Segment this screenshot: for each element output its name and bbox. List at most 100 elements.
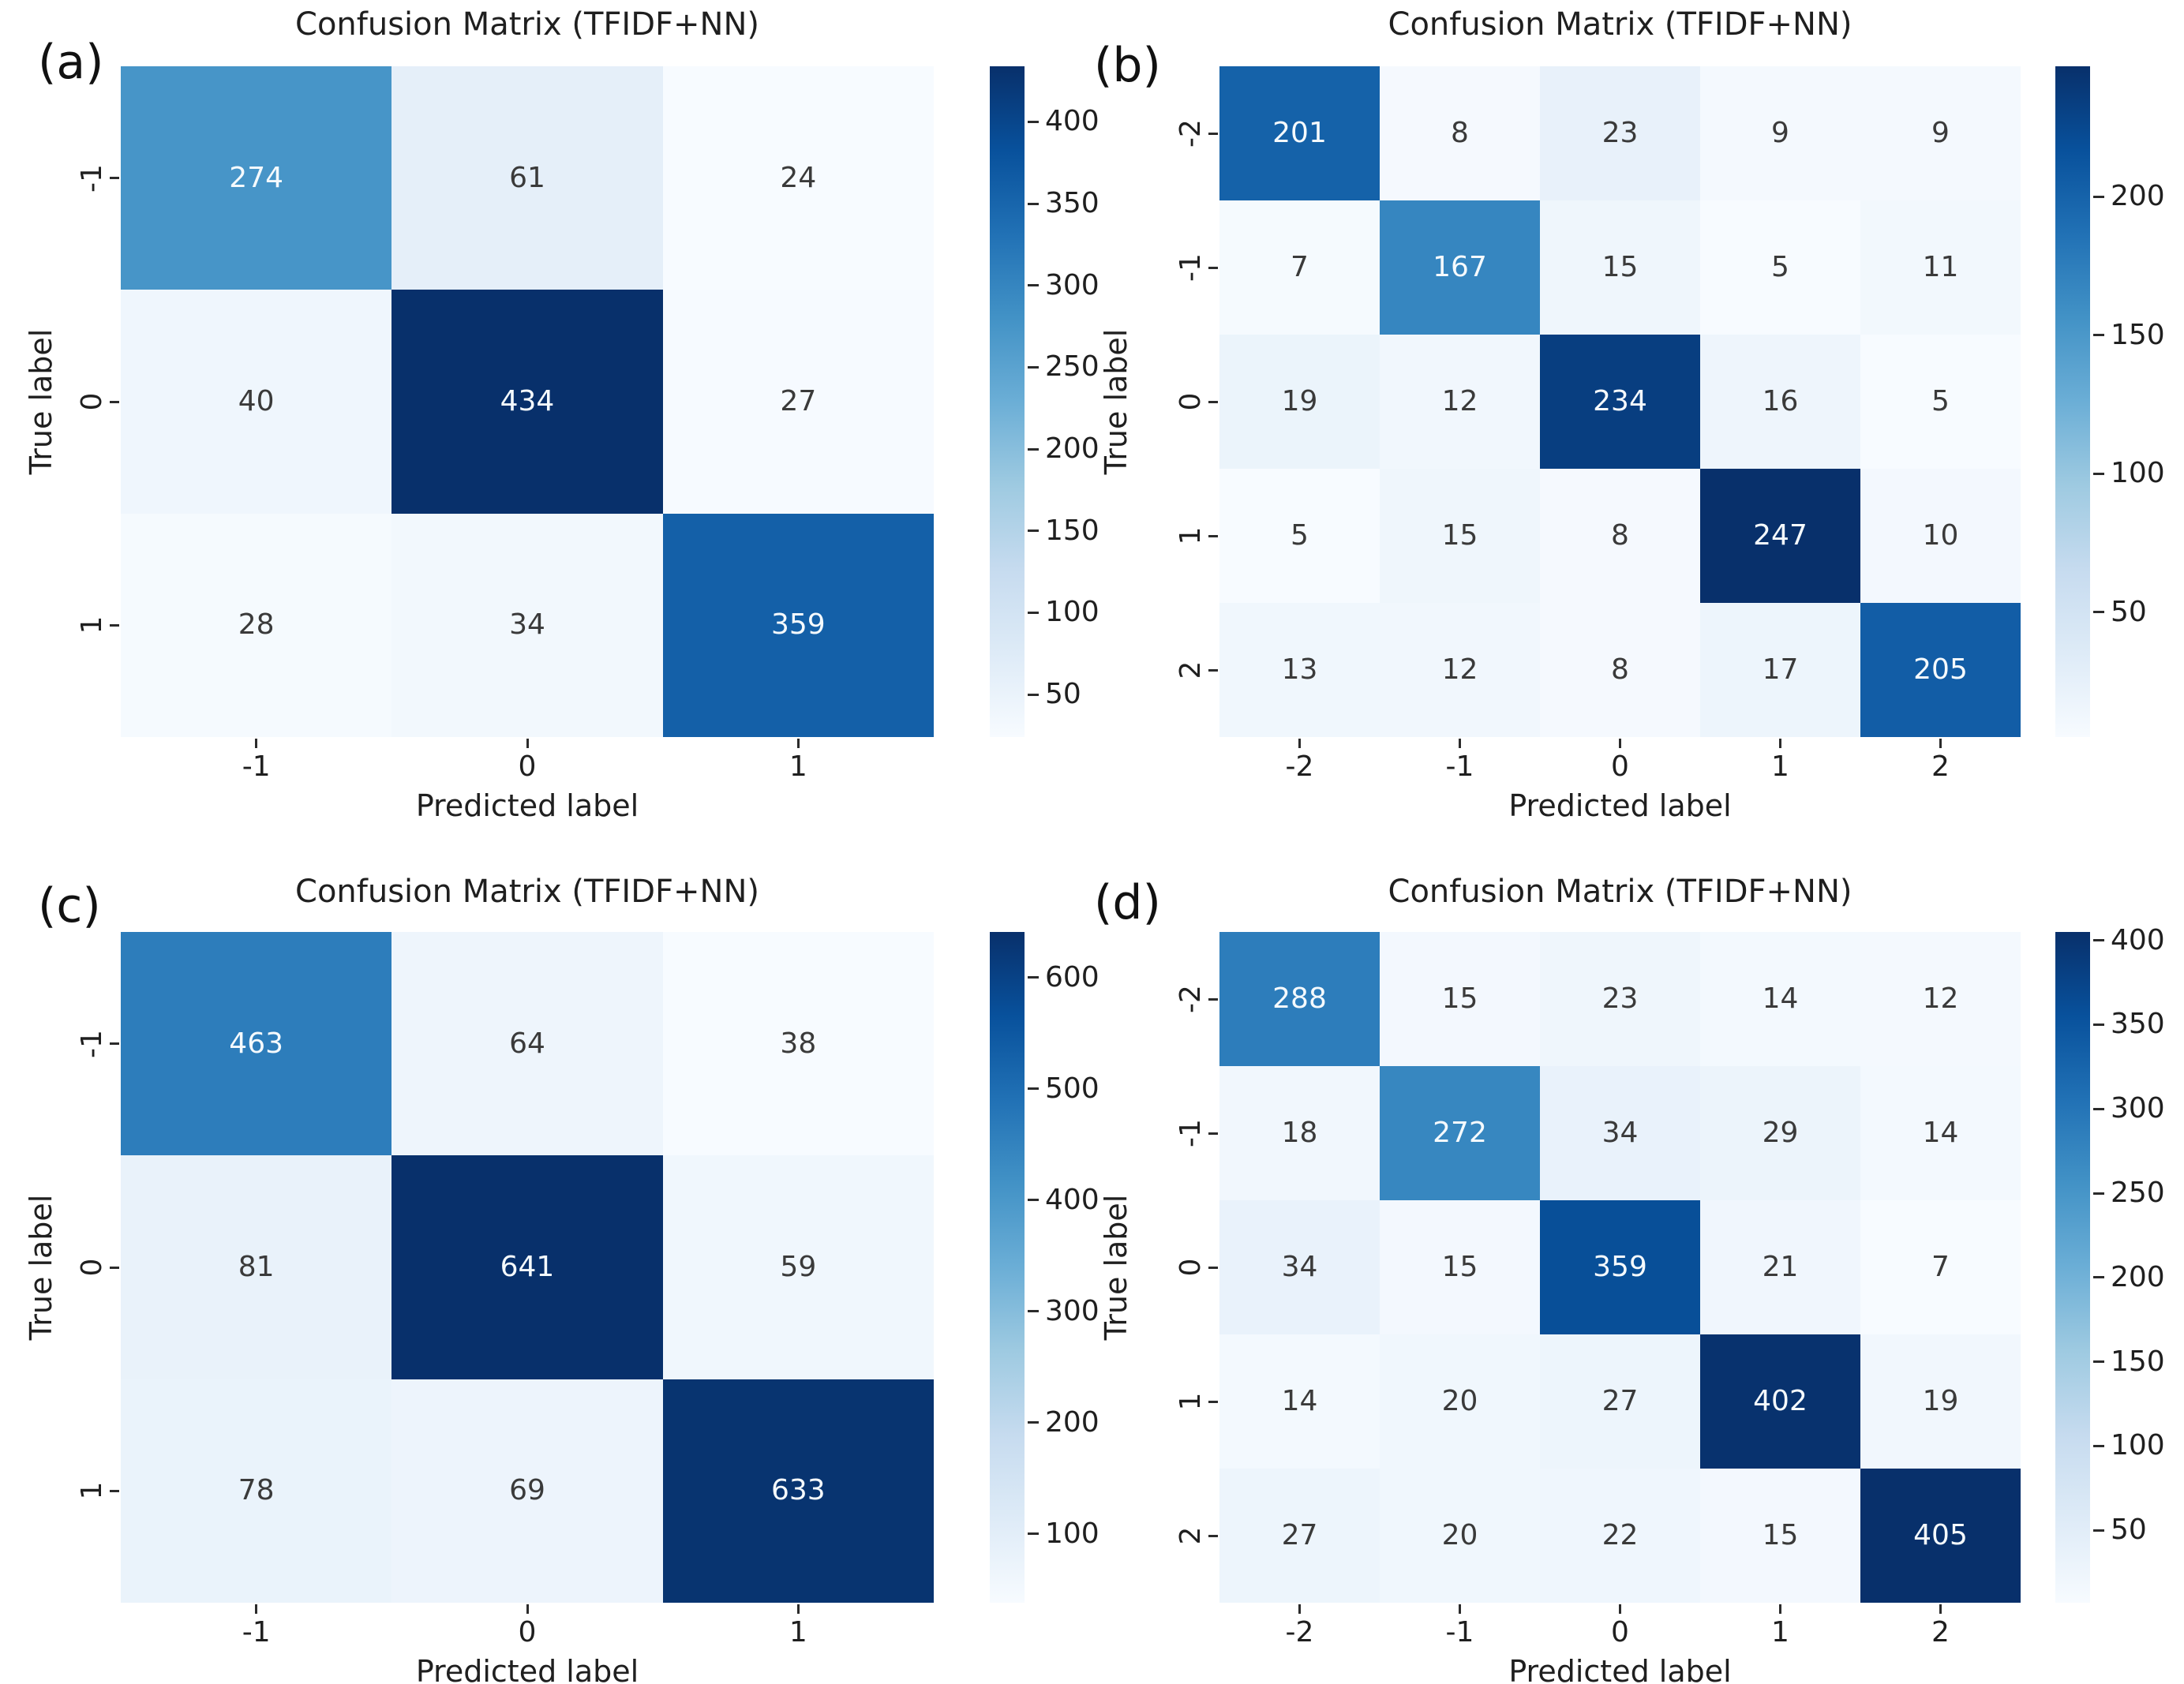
heatmap-cell: 9	[1700, 66, 1860, 200]
cell-value: 13	[1281, 653, 1318, 686]
heatmap-cell: 7	[1219, 200, 1380, 335]
heatmap-cell: 5	[1219, 469, 1380, 603]
x-axis-label: Predicted label	[1508, 788, 1732, 823]
cell-value: 17	[1762, 653, 1799, 686]
x-tick-mark	[796, 739, 800, 748]
cell-value: 19	[1281, 385, 1318, 417]
colorbar-tick-label: 400	[1045, 105, 1099, 138]
heatmap-cell: 8	[1380, 66, 1540, 200]
cell-value: 78	[238, 1474, 275, 1507]
colorbar-tick-label: 50	[1045, 678, 1081, 711]
y-tick-label: -2	[1174, 119, 1207, 148]
y-tick-label: 0	[1174, 392, 1207, 411]
colorbar-tick-mark	[1028, 202, 1039, 205]
heatmap-cell: 14	[1219, 1334, 1380, 1469]
heatmap-cell: 14	[1860, 1066, 2021, 1200]
y-tick-label: 1	[76, 1481, 108, 1500]
cell-value: 8	[1611, 519, 1629, 552]
cell-value: 5	[1931, 385, 1950, 417]
heatmap-cell: 434	[391, 290, 663, 514]
x-tick-label: 0	[1611, 750, 1629, 783]
colorbar-tick-label: 100	[1045, 1517, 1099, 1550]
heatmap-cell: 24	[662, 66, 934, 290]
heatmap-cell: 167	[1380, 200, 1540, 335]
heatmap-cell: 8	[1540, 469, 1700, 603]
x-tick-label: 0	[518, 750, 537, 783]
heatmap-grid: 288 15 23 14 12 18 272 34 29 14 34 15 359 21 7 14 20 27 40…	[1219, 932, 2021, 1603]
cell-value: 24	[780, 161, 817, 194]
heatmap-cell: 34	[1540, 1066, 1700, 1200]
x-tick-mark	[1459, 1604, 1461, 1614]
y-tick-mark	[110, 1042, 119, 1046]
y-axis-label: True label	[1099, 1194, 1133, 1341]
cell-value: 434	[500, 384, 555, 417]
colorbar-tick-mark	[2093, 1107, 2104, 1110]
cell-value: 359	[770, 608, 826, 642]
heatmap-cell: 14	[1700, 932, 1860, 1066]
x-tick-mark	[1619, 1604, 1621, 1614]
heatmap-cell: 8	[1540, 603, 1700, 737]
panel-letter-label: (b)	[1094, 38, 1161, 93]
x-tick-mark	[1459, 739, 1461, 748]
heatmap-cell: 633	[662, 1379, 934, 1603]
y-tick-mark	[1208, 1132, 1218, 1135]
heatmap-cell: 27	[1540, 1334, 1700, 1469]
cell-value: 23	[1601, 117, 1639, 149]
cell-value: 5	[1771, 251, 1789, 283]
y-tick-label: 2	[1174, 1526, 1207, 1545]
heatmap-cell: 15	[1380, 932, 1540, 1066]
cell-value: 61	[509, 161, 545, 194]
x-tick-mark	[1939, 1604, 1942, 1614]
heatmap-cell: 21	[1700, 1200, 1860, 1334]
y-tick-mark	[1208, 534, 1218, 537]
y-tick-mark	[110, 1489, 119, 1492]
heatmap-cell: 69	[391, 1379, 663, 1603]
heatmap-cell: 28	[121, 513, 392, 737]
x-tick-label: 2	[1931, 750, 1950, 783]
heatmap-cell: 20	[1380, 1334, 1540, 1469]
colorbar	[2055, 932, 2090, 1603]
y-tick-label: -2	[1174, 985, 1207, 1013]
cell-value: 28	[238, 608, 275, 642]
y-tick-label: 0	[1174, 1258, 1207, 1277]
cell-value: 167	[1433, 251, 1487, 283]
colorbar-tick-mark	[1028, 611, 1039, 614]
heatmap-cell: 405	[1860, 1469, 2021, 1603]
colorbar-tick-mark	[1028, 976, 1039, 979]
cell-value: 23	[1601, 982, 1639, 1015]
colorbar-tick-mark	[2093, 1023, 2104, 1026]
cell-value: 38	[780, 1027, 817, 1060]
colorbar	[990, 932, 1025, 1603]
colorbar-tick-mark	[1028, 530, 1039, 533]
colorbar-tick-label: 300	[2111, 1092, 2165, 1125]
colorbar-tick-mark	[1028, 1310, 1039, 1313]
heatmap-cell: 19	[1860, 1334, 2021, 1469]
colorbar-tick-label: 50	[2111, 595, 2147, 628]
x-tick-mark	[796, 1604, 800, 1614]
y-tick-mark	[110, 1266, 119, 1269]
colorbar-tick-mark	[1028, 1087, 1039, 1091]
colorbar-tick-label: 200	[1045, 1405, 1099, 1439]
cell-value: 40	[238, 384, 275, 417]
y-tick-mark	[1208, 400, 1218, 403]
x-tick-mark	[1619, 739, 1621, 748]
cell-value: 27	[780, 384, 817, 417]
cell-value: 81	[238, 1250, 275, 1283]
cell-value: 5	[1291, 519, 1309, 552]
heatmap-cell: 64	[391, 932, 663, 1156]
cell-value: 201	[1272, 117, 1327, 149]
x-tick-mark	[1939, 739, 1942, 748]
confusion-matrix-panel-c: Confusion Matrix (TFIDF+NN) (c) 463 64 38 81 6…	[0, 842, 1099, 1684]
cell-value: 64	[509, 1027, 545, 1060]
cell-value: 15	[1441, 982, 1478, 1015]
cell-value: 10	[1922, 519, 1959, 552]
colorbar-tick-label: 400	[2111, 923, 2165, 956]
y-tick-mark	[110, 623, 119, 627]
cell-value: 27	[1281, 1519, 1318, 1551]
heatmap-cell: 641	[391, 1155, 663, 1379]
confusion-matrix-panel-a: Confusion Matrix (TFIDF+NN) (a) 274 61 24 40 4…	[0, 0, 1099, 842]
y-tick-label: -1	[76, 163, 108, 193]
cell-value: 14	[1281, 1385, 1318, 1417]
cell-value: 234	[1593, 385, 1647, 417]
